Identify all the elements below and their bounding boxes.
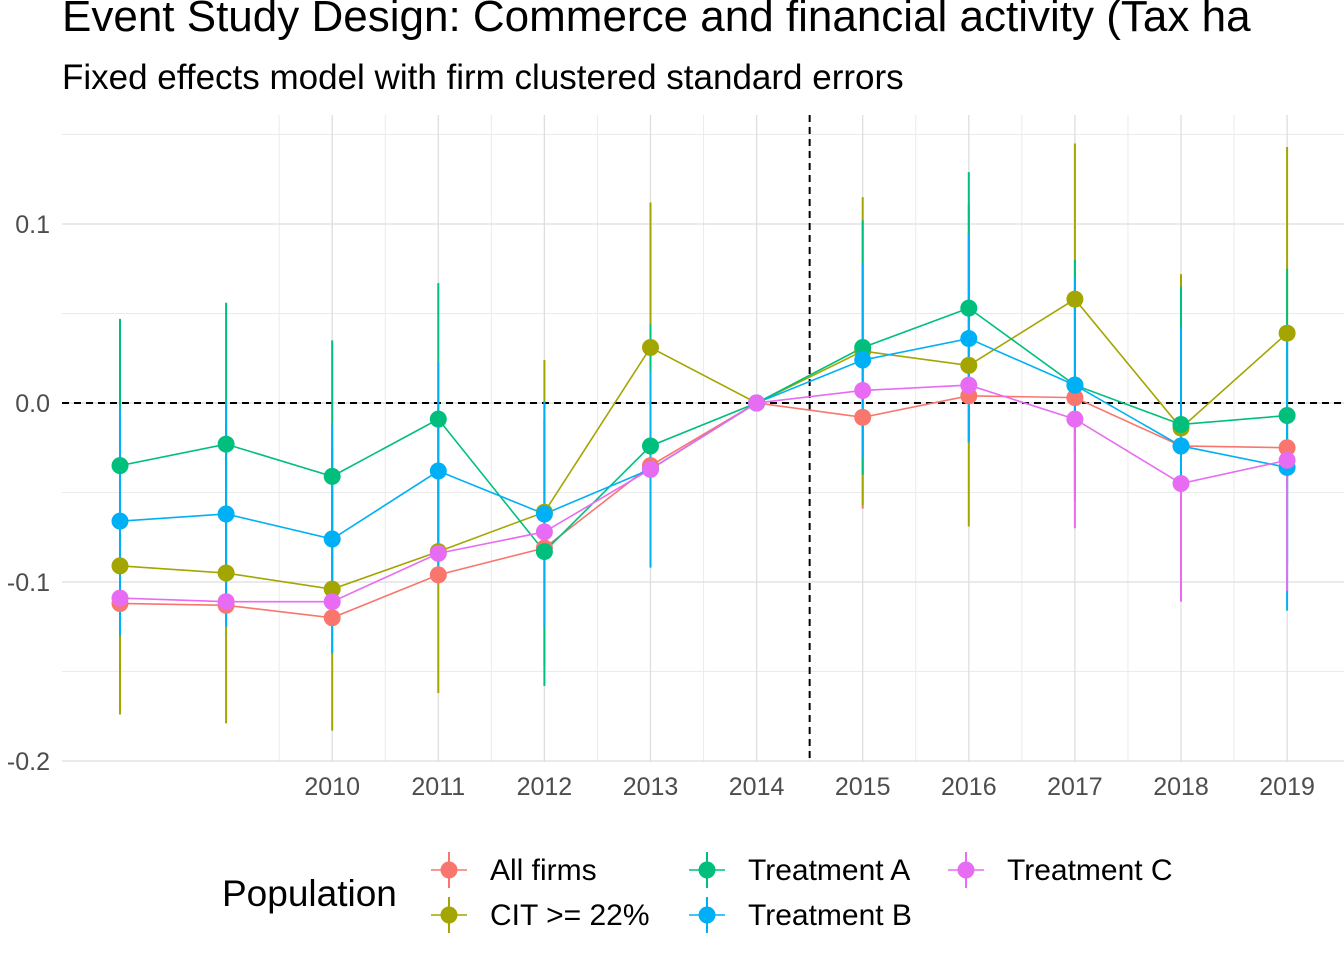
x-tick-label: 2015 <box>835 773 891 801</box>
data-point <box>323 609 341 627</box>
data-point <box>854 408 872 426</box>
data-point <box>1066 376 1084 394</box>
data-point <box>1066 389 1084 407</box>
data-point <box>217 505 235 523</box>
data-point <box>960 356 978 374</box>
series-lines <box>119 298 1288 619</box>
data-point <box>323 580 341 598</box>
data-point <box>217 564 235 582</box>
x-tick-label: 2018 <box>1153 773 1209 801</box>
x-tick-label: 2012 <box>517 773 573 801</box>
legend-key-point <box>440 861 458 879</box>
legend-item: Treatment A <box>689 852 910 888</box>
grid-layer <box>62 115 1344 762</box>
data-point <box>429 566 447 584</box>
x-tick-label: 2013 <box>623 773 679 801</box>
series-line <box>119 395 1288 619</box>
legend: Population All firms CIT >= 22% Treatment A… <box>222 852 1173 933</box>
x-tick-label: 2017 <box>1047 773 1103 801</box>
data-point <box>111 457 129 475</box>
legend-label: Treatment B <box>748 899 912 932</box>
legend-label: Treatment A <box>748 854 910 887</box>
data-point <box>960 299 978 317</box>
data-point <box>642 460 659 478</box>
data-point <box>854 339 872 357</box>
data-point <box>1278 451 1296 469</box>
legend-title: Population <box>222 873 397 914</box>
data-point <box>1066 410 1084 428</box>
data-point <box>1066 290 1084 308</box>
data-point <box>535 505 553 523</box>
x-tick-label: 2011 <box>411 773 465 801</box>
data-point <box>535 523 553 541</box>
x-tick-label: 2014 <box>729 773 785 801</box>
x-tick-label: 2010 <box>304 773 360 801</box>
chart-subtitle: Fixed effects model with firm clustered … <box>62 58 904 97</box>
data-point <box>642 339 659 357</box>
data-point <box>1172 475 1190 493</box>
data-point <box>1278 324 1296 342</box>
y-tick-label: -0.2 <box>7 748 50 776</box>
legend-key-point <box>698 906 716 924</box>
legend-key-point <box>957 861 975 879</box>
data-point <box>1172 415 1190 433</box>
data-point <box>1172 437 1190 455</box>
data-point <box>535 543 553 561</box>
legend-label: Treatment C <box>1007 854 1173 887</box>
data-point <box>854 351 872 369</box>
y-tick-label: 0.1 <box>15 211 50 239</box>
series-line <box>119 307 1288 553</box>
data-point <box>323 467 341 485</box>
chart-title: Event Study Design: Commerce and financi… <box>62 0 1251 41</box>
data-point <box>217 435 235 453</box>
series-line <box>119 298 1288 590</box>
series-points <box>111 290 1296 627</box>
data-point <box>429 410 447 428</box>
legend-item: Treatment B <box>689 897 912 933</box>
reference-lines <box>62 115 1344 762</box>
data-point <box>854 381 872 399</box>
legend-key-point <box>440 906 458 924</box>
data-point <box>111 557 129 575</box>
legend-item: All firms <box>431 852 597 888</box>
x-tick-label: 2016 <box>941 773 997 801</box>
data-point <box>217 593 235 611</box>
data-point <box>111 589 129 607</box>
y-tick-label: 0.0 <box>15 390 50 418</box>
data-point <box>748 394 766 412</box>
data-point <box>111 512 129 530</box>
data-point <box>323 593 341 611</box>
data-point <box>642 437 659 455</box>
y-tick-label: -0.1 <box>7 569 50 597</box>
legend-label: All firms <box>490 854 597 887</box>
series-line <box>119 384 1288 603</box>
legend-key-point <box>698 861 716 879</box>
data-point <box>1278 407 1296 425</box>
x-tick-label: 2019 <box>1259 773 1315 801</box>
axis-labels: 2010 2011 2012 2013 2014 2015 2016 2017 2018 2019… <box>7 211 1315 801</box>
data-point <box>429 544 447 562</box>
data-point <box>1278 439 1296 457</box>
data-point <box>323 530 341 548</box>
legend-item: Treatment C <box>948 852 1173 888</box>
legend-item: CIT >= 22% <box>431 897 650 933</box>
data-point <box>960 330 978 348</box>
data-point <box>960 376 978 394</box>
legend-label: CIT >= 22% <box>490 899 650 932</box>
data-point <box>429 462 447 480</box>
